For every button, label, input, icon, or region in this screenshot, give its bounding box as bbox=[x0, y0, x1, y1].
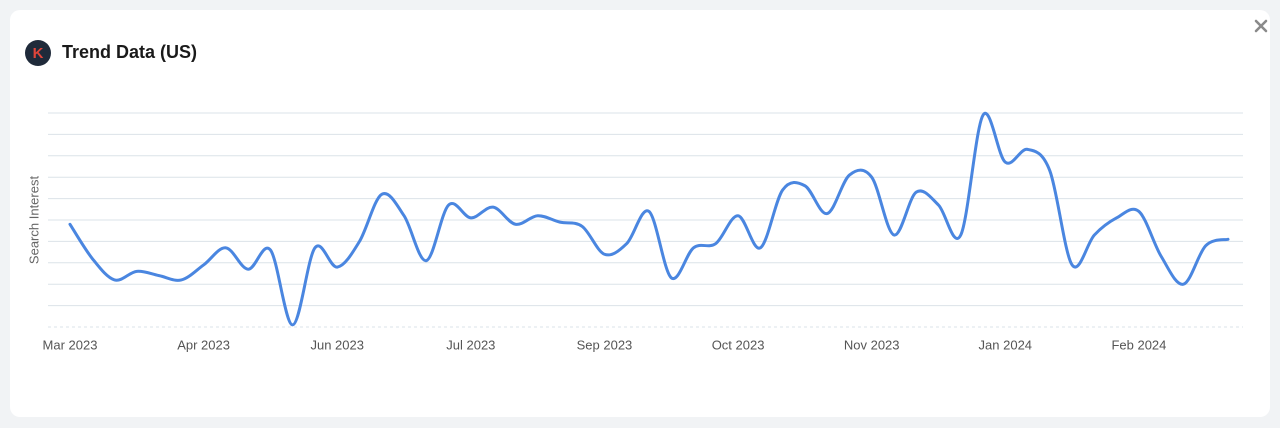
x-tick-label: Jan 2024 bbox=[979, 337, 1033, 352]
x-tick-label: Jul 2023 bbox=[446, 337, 495, 352]
close-button[interactable] bbox=[1254, 19, 1268, 33]
x-tick-label: Feb 2024 bbox=[1111, 337, 1166, 352]
x-tick-label: Mar 2023 bbox=[43, 337, 98, 352]
trend-line bbox=[68, 111, 1230, 327]
chart: K Trend Data (US) Search Interest Mar 20… bbox=[25, 19, 1268, 352]
card: K Trend Data (US) Search Interest Mar 20… bbox=[10, 10, 1270, 417]
x-tick-label: Apr 2023 bbox=[177, 337, 230, 352]
y-axis-label: Search Interest bbox=[26, 176, 41, 265]
x-tick-label: Sep 2023 bbox=[577, 337, 633, 352]
x-tick-label: Jun 2023 bbox=[310, 337, 364, 352]
logo-circle bbox=[25, 40, 51, 66]
logo: K bbox=[33, 45, 44, 62]
x-tick-label: Oct 2023 bbox=[712, 337, 765, 352]
x-tick-label: Nov 2023 bbox=[844, 337, 900, 352]
title: Trend Data (US) bbox=[62, 42, 197, 62]
